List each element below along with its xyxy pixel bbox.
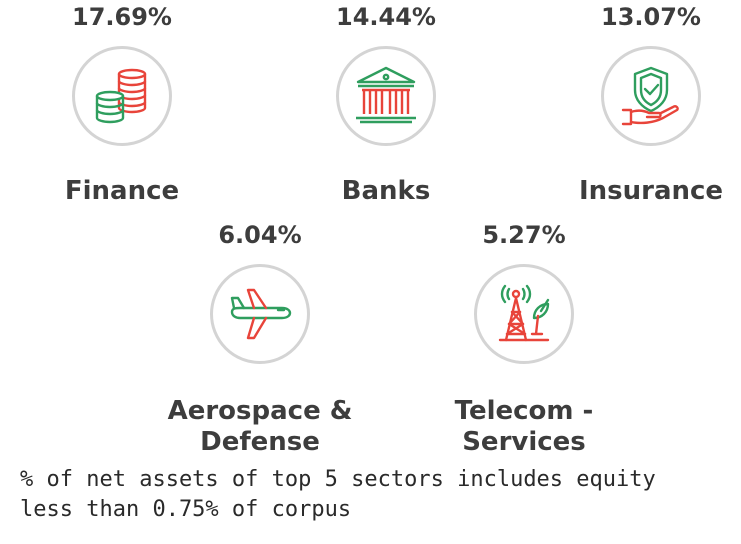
shield-hand-icon (621, 66, 679, 126)
sector-percent: 14.44% (336, 3, 436, 31)
sector-telecom-services: 5.27% Telecom - Services (424, 220, 624, 458)
sector-percent: 5.27% (482, 221, 566, 249)
sector-percent: 17.69% (72, 3, 172, 31)
footnote: % of net assets of top 5 sectors include… (20, 467, 656, 522)
sector-aerospace-defense: 6.04% Aerospace & Defense (160, 220, 360, 458)
sector-percent: 6.04% (218, 221, 302, 249)
sector-banks: 14.44% Banks (291, 2, 481, 207)
icon-ring (336, 46, 436, 146)
sector-name: Insurance (578, 176, 724, 206)
telecom-tower-icon (498, 284, 550, 342)
sector-finance: 17.69% (27, 2, 217, 207)
icon-ring (601, 46, 701, 146)
sector-name: Finance (64, 176, 180, 206)
icon-ring (72, 46, 172, 146)
bank-building-icon (356, 66, 416, 124)
sector-name: Aerospace & Defense (167, 396, 353, 457)
sector-percent: 13.07% (601, 3, 701, 31)
icon-ring (474, 264, 574, 364)
icon-ring (210, 264, 310, 364)
sector-name: Telecom - Services (454, 396, 594, 457)
airplane-icon (230, 288, 292, 340)
sector-insurance: 13.07% Insurance (556, 2, 741, 207)
sector-name: Banks (341, 176, 431, 206)
coins-stack-icon (95, 68, 147, 124)
